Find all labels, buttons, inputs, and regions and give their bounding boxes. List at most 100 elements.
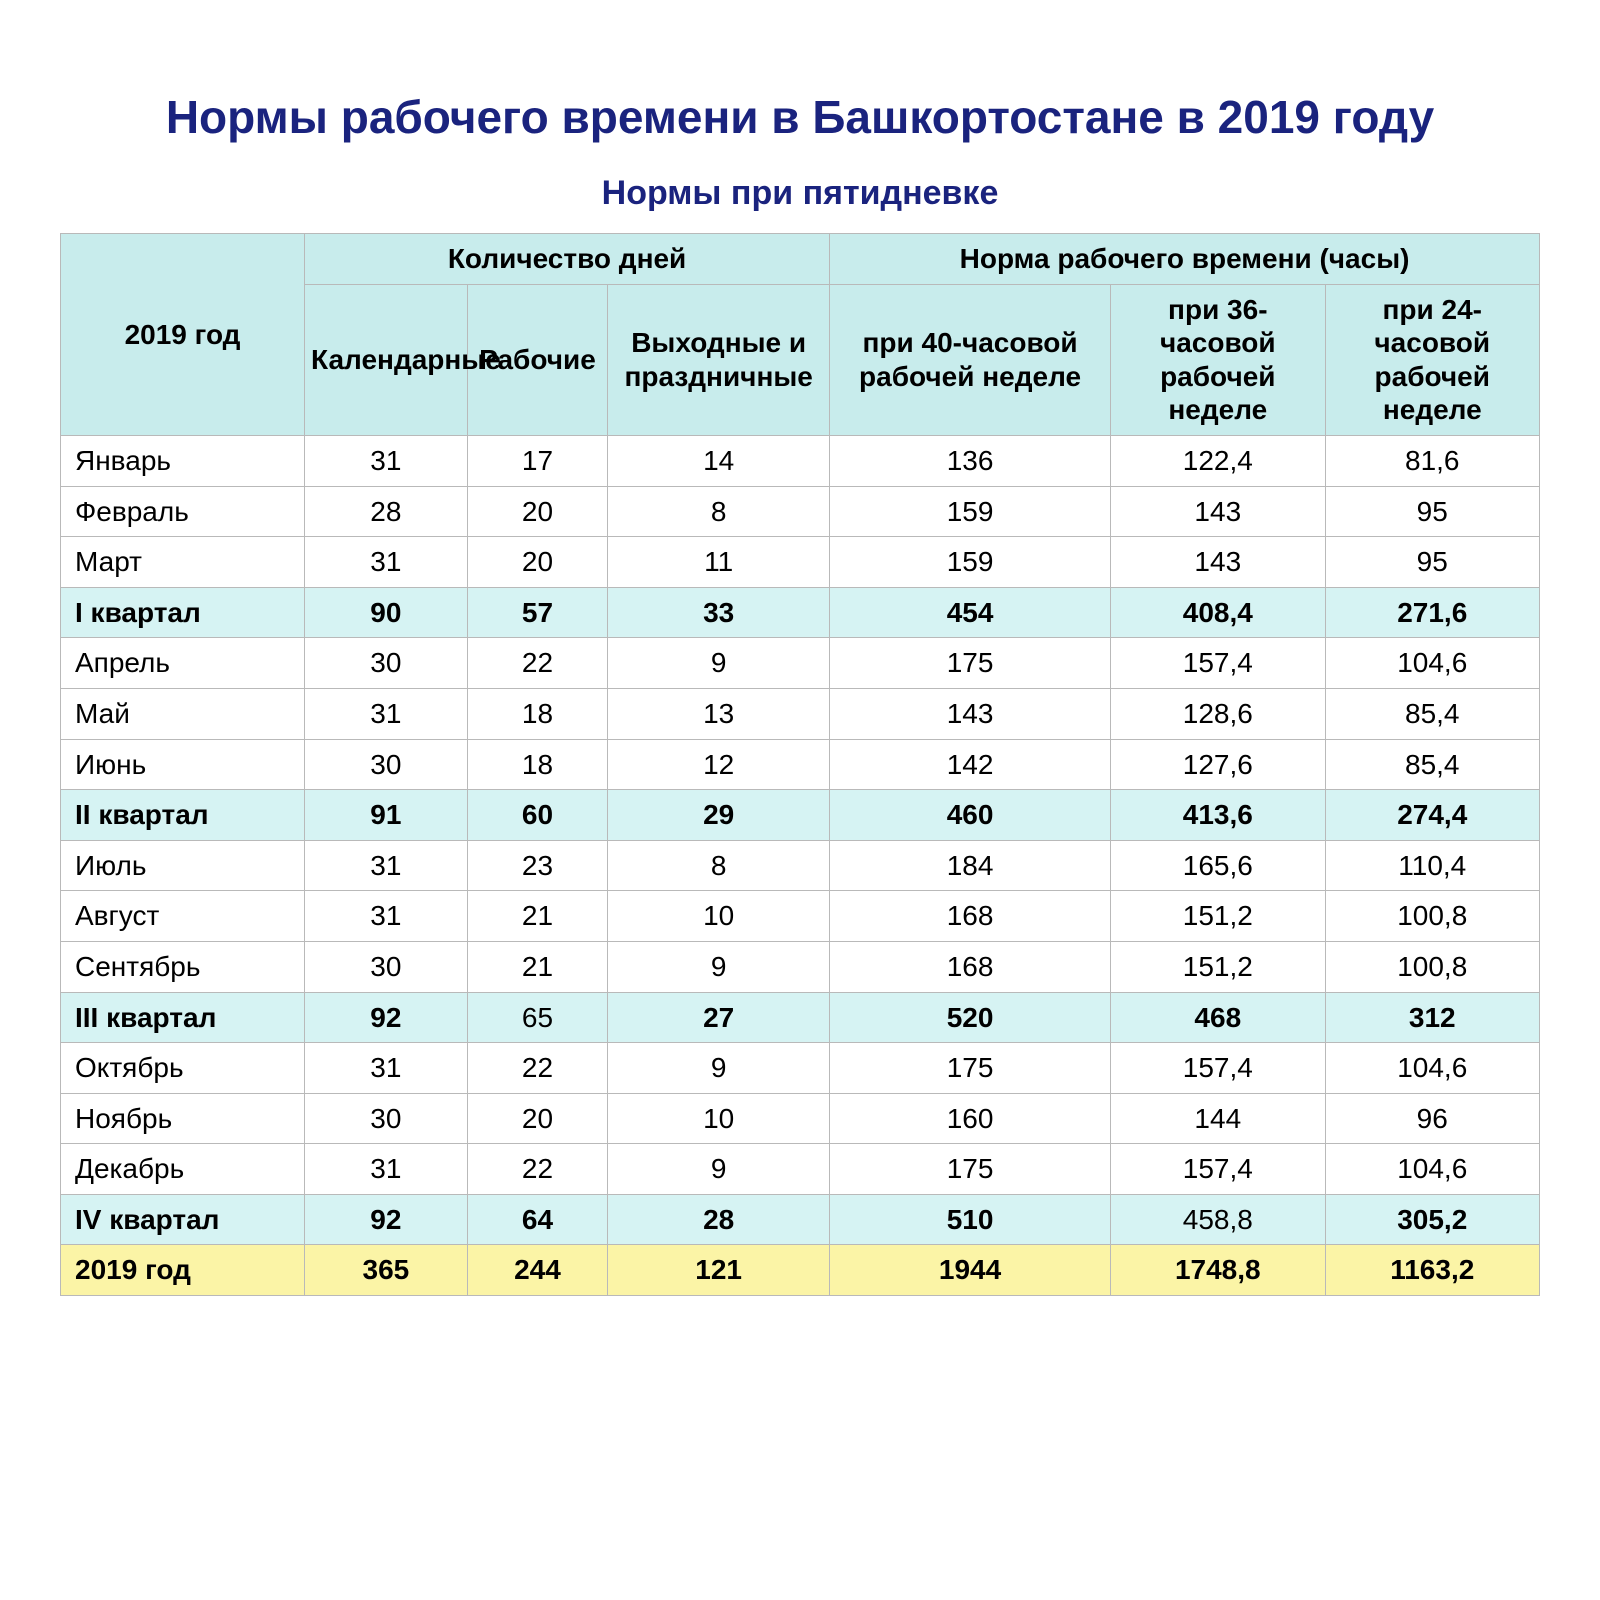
cell-period: III квартал <box>61 992 305 1043</box>
cell-40h: 520 <box>830 992 1111 1043</box>
cell-working: 20 <box>467 537 608 588</box>
cell-40h: 168 <box>830 941 1111 992</box>
cell-working: 57 <box>467 587 608 638</box>
cell-36h: 144 <box>1111 1093 1325 1144</box>
cell-36h: 157,4 <box>1111 1144 1325 1195</box>
cell-working: 17 <box>467 435 608 486</box>
cell-40h: 175 <box>830 638 1111 689</box>
cell-calendar: 31 <box>305 840 468 891</box>
cell-40h: 143 <box>830 688 1111 739</box>
cell-calendar: 31 <box>305 537 468 588</box>
cell-24h: 110,4 <box>1325 840 1539 891</box>
header-days-group: Количество дней <box>305 234 830 285</box>
cell-holidays: 9 <box>608 1144 830 1195</box>
cell-40h: 142 <box>830 739 1111 790</box>
table-row: Август312110168151,2100,8 <box>61 891 1540 942</box>
header-holidays: Выходные и праздничные <box>608 284 830 435</box>
cell-holidays: 9 <box>608 1043 830 1094</box>
cell-working: 21 <box>467 891 608 942</box>
cell-calendar: 31 <box>305 435 468 486</box>
cell-working: 18 <box>467 688 608 739</box>
cell-period: Январь <box>61 435 305 486</box>
table-row: III квартал926527520468312 <box>61 992 1540 1043</box>
cell-working: 21 <box>467 941 608 992</box>
work-hours-table: 2019 год Количество дней Норма рабочего … <box>60 233 1540 1296</box>
cell-calendar: 31 <box>305 1043 468 1094</box>
table-row: Октябрь31229175157,4104,6 <box>61 1043 1540 1094</box>
cell-40h: 175 <box>830 1144 1111 1195</box>
cell-working: 23 <box>467 840 608 891</box>
cell-working: 18 <box>467 739 608 790</box>
cell-24h: 85,4 <box>1325 688 1539 739</box>
cell-24h: 100,8 <box>1325 941 1539 992</box>
cell-period: Сентябрь <box>61 941 305 992</box>
cell-working: 65 <box>467 992 608 1043</box>
cell-24h: 96 <box>1325 1093 1539 1144</box>
page-title: Нормы рабочего времени в Башкортостане в… <box>60 90 1540 144</box>
cell-working: 20 <box>467 1093 608 1144</box>
table-body: Январь311714136122,481,6Февраль282081591… <box>61 435 1540 1295</box>
cell-36h: 1748,8 <box>1111 1245 1325 1296</box>
cell-calendar: 365 <box>305 1245 468 1296</box>
cell-period: I квартал <box>61 587 305 638</box>
cell-36h: 122,4 <box>1111 435 1325 486</box>
cell-36h: 128,6 <box>1111 688 1325 739</box>
cell-period: Октябрь <box>61 1043 305 1094</box>
cell-holidays: 29 <box>608 790 830 841</box>
cell-holidays: 8 <box>608 486 830 537</box>
cell-working: 22 <box>467 1043 608 1094</box>
header-24h: при 24-часовой рабочей неделе <box>1325 284 1539 435</box>
page-subtitle: Нормы при пятидневке <box>60 174 1540 213</box>
cell-period: Ноябрь <box>61 1093 305 1144</box>
cell-holidays: 11 <box>608 537 830 588</box>
cell-24h: 312 <box>1325 992 1539 1043</box>
cell-calendar: 31 <box>305 891 468 942</box>
cell-36h: 143 <box>1111 537 1325 588</box>
cell-working: 20 <box>467 486 608 537</box>
cell-holidays: 9 <box>608 941 830 992</box>
cell-calendar: 30 <box>305 1093 468 1144</box>
table-row: Май311813143128,685,4 <box>61 688 1540 739</box>
cell-period: IV квартал <box>61 1194 305 1245</box>
cell-36h: 165,6 <box>1111 840 1325 891</box>
cell-holidays: 8 <box>608 840 830 891</box>
cell-working: 244 <box>467 1245 608 1296</box>
cell-calendar: 91 <box>305 790 468 841</box>
cell-36h: 408,4 <box>1111 587 1325 638</box>
cell-40h: 184 <box>830 840 1111 891</box>
cell-24h: 104,6 <box>1325 638 1539 689</box>
header-36h: при 36-часовой рабочей неделе <box>1111 284 1325 435</box>
cell-24h: 104,6 <box>1325 1144 1539 1195</box>
header-year: 2019 год <box>61 234 305 436</box>
cell-24h: 274,4 <box>1325 790 1539 841</box>
cell-holidays: 27 <box>608 992 830 1043</box>
cell-holidays: 10 <box>608 891 830 942</box>
cell-period: Август <box>61 891 305 942</box>
cell-24h: 305,2 <box>1325 1194 1539 1245</box>
cell-period: II квартал <box>61 790 305 841</box>
cell-calendar: 90 <box>305 587 468 638</box>
cell-24h: 95 <box>1325 486 1539 537</box>
header-working: Рабочие <box>467 284 608 435</box>
cell-40h: 1944 <box>830 1245 1111 1296</box>
cell-holidays: 14 <box>608 435 830 486</box>
cell-calendar: 30 <box>305 638 468 689</box>
cell-period: Февраль <box>61 486 305 537</box>
cell-24h: 1163,2 <box>1325 1245 1539 1296</box>
cell-period: Март <box>61 537 305 588</box>
table-row: Январь311714136122,481,6 <box>61 435 1540 486</box>
cell-36h: 413,6 <box>1111 790 1325 841</box>
cell-24h: 85,4 <box>1325 739 1539 790</box>
cell-40h: 160 <box>830 1093 1111 1144</box>
cell-calendar: 28 <box>305 486 468 537</box>
cell-40h: 159 <box>830 537 1111 588</box>
cell-24h: 271,6 <box>1325 587 1539 638</box>
cell-calendar: 31 <box>305 688 468 739</box>
cell-holidays: 33 <box>608 587 830 638</box>
cell-36h: 143 <box>1111 486 1325 537</box>
cell-40h: 175 <box>830 1043 1111 1094</box>
table-row: Сентябрь30219168151,2100,8 <box>61 941 1540 992</box>
cell-period: Май <box>61 688 305 739</box>
table-row: 2019 год36524412119441748,81163,2 <box>61 1245 1540 1296</box>
cell-holidays: 9 <box>608 638 830 689</box>
